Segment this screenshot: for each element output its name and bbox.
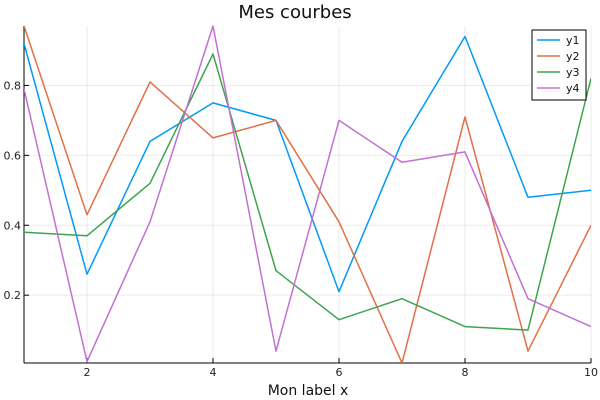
x-tick-label: 4 — [210, 366, 217, 379]
x-tick-label: 2 — [84, 366, 91, 379]
x-tick-label: 10 — [584, 366, 598, 379]
series-lines — [24, 25, 591, 363]
x-tick-label: 8 — [462, 366, 469, 379]
chart-title: Mes courbes — [238, 2, 351, 23]
series-line-y1 — [24, 35, 591, 293]
series-line-y2 — [24, 25, 591, 363]
x-tick-label: 6 — [336, 366, 343, 379]
x-axis-label: Mon label x — [268, 383, 349, 399]
series-line-y3 — [24, 53, 591, 331]
axes: 2 4 6 8 10 0.2 0.4 0.6 0.8 — [4, 26, 598, 379]
y-tick-label: 0.6 — [4, 149, 22, 162]
y-tick-label: 0.2 — [4, 289, 22, 302]
series-line-y4 — [24, 25, 591, 363]
legend-label-y4: y4 — [566, 82, 580, 95]
legend-label-y1: y1 — [566, 34, 580, 47]
legend-label-y3: y3 — [566, 66, 580, 79]
y-tick-label: 0.4 — [4, 219, 22, 232]
legend-label-y2: y2 — [566, 50, 580, 63]
y-tick-label: 0.8 — [4, 79, 22, 92]
legend: y1 y2 y3 y4 — [531, 29, 587, 101]
